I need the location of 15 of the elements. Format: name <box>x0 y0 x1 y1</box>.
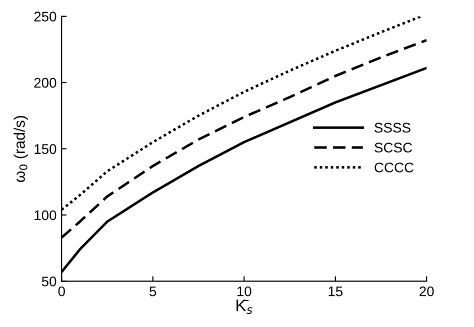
y-tick-label: 250 <box>34 12 56 22</box>
legend-label: SSSS <box>374 122 410 133</box>
x-tick-label: 0 <box>58 286 65 296</box>
y-tick-label: 50 <box>42 276 56 286</box>
y-axis-title: ω$_{0}$ (rad/s) <box>14 116 28 182</box>
y-tick-label: 200 <box>34 78 56 88</box>
x-tick-label: 10 <box>237 286 252 296</box>
x-tick-label: 15 <box>328 286 342 296</box>
y-tick-label: 150 <box>34 144 56 154</box>
legend-label: SCSC <box>374 142 412 153</box>
y-tick-label: 100 <box>34 210 56 220</box>
legend-label: CCCC <box>374 162 414 172</box>
x-tick-label: 5 <box>150 286 156 296</box>
x-tick-label: 20 <box>420 286 434 296</box>
x-axis-title: K̄$_{s}$ <box>236 300 252 314</box>
